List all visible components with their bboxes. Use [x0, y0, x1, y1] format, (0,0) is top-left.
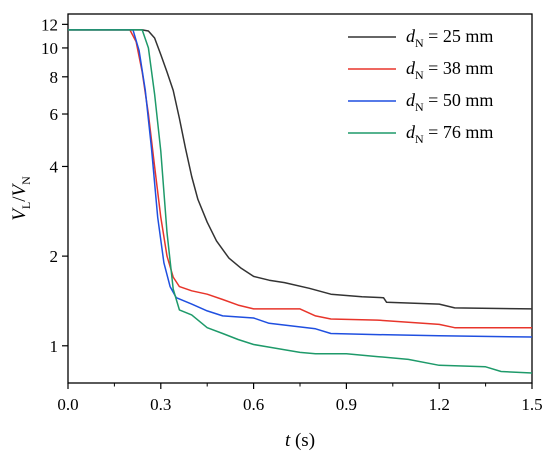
legend-sub: N	[415, 36, 424, 50]
legend-sub: N	[415, 100, 424, 114]
x-axis-title-unit: (s)	[290, 430, 315, 451]
y-tick-label: 4	[50, 157, 59, 176]
y-tick-label: 10	[41, 39, 58, 58]
legend-rest: = 38 mm	[424, 58, 494, 78]
legend-rest: = 76 mm	[424, 122, 494, 142]
legend-var: d	[406, 58, 416, 78]
x-tick-label: 1.5	[521, 395, 542, 414]
legend-sub: N	[415, 132, 424, 146]
legend-var: d	[406, 26, 416, 46]
series-line-3	[68, 29, 533, 338]
series-line-4	[68, 29, 533, 374]
legend-rest: = 50 mm	[424, 90, 494, 110]
y-tick-label: 12	[41, 15, 58, 34]
y-axis-title-s1: L	[19, 202, 33, 209]
x-tick-label: 0.6	[243, 395, 264, 414]
x-tick-label: 0.3	[150, 395, 171, 414]
x-axis-title: t (s)	[285, 430, 315, 451]
series-line-1	[68, 29, 533, 310]
y-tick-label: 1	[50, 337, 59, 356]
legend-label-1: dN = 25 mm	[406, 26, 493, 50]
x-tick-label: 0.9	[336, 395, 357, 414]
x-tick-label: 1.2	[429, 395, 450, 414]
legend-var: d	[406, 122, 416, 142]
y-tick-label: 8	[50, 68, 59, 87]
x-axis-title-var: t	[285, 430, 291, 451]
legend-label-2: dN = 38 mm	[406, 58, 493, 82]
legend-sub: N	[415, 68, 424, 82]
x-axis: 0.0 0.3 0.6 0.9 1.2 1.5	[57, 383, 543, 414]
legend-label-3: dN = 50 mm	[406, 90, 493, 114]
y-axis-title: VL/VN	[9, 176, 33, 221]
legend-var: d	[406, 90, 416, 110]
legend-rest: = 25 mm	[424, 26, 494, 46]
y-axis-title-sep: /	[9, 196, 30, 202]
y-tick-label: 6	[50, 105, 59, 124]
legend-label-4: dN = 76 mm	[406, 122, 493, 146]
y-axis-title-v1: V	[9, 207, 30, 221]
series-lines	[68, 29, 533, 374]
y-tick-label: 2	[50, 247, 59, 266]
y-axis-title-s2: N	[19, 176, 33, 185]
x-tick-label: 0.0	[57, 395, 78, 414]
y-axis-title-v2: V	[9, 183, 30, 197]
